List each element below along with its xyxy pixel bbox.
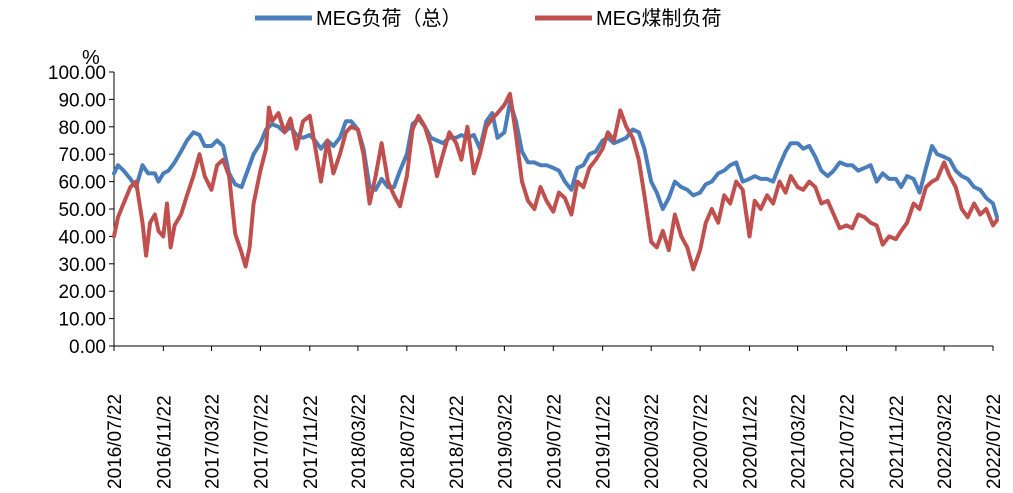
y-tick-label: 30.00: [58, 255, 106, 276]
y-tick-label: 10.00: [58, 310, 106, 331]
legend-label-coal: MEG煤制负荷: [596, 7, 722, 30]
y-tick-label: 50.00: [58, 200, 106, 221]
x-tick-label: 2021/11/22: [887, 395, 908, 489]
x-tick-label: 2020/03/22: [642, 394, 663, 489]
y-tick-label: 0.00: [69, 337, 106, 358]
y-tick-label: 70.00: [58, 145, 106, 166]
legend-label-total: MEG负荷（总）: [316, 7, 462, 30]
x-tick-label: 2017/03/22: [202, 394, 223, 489]
y-tick-label: 90.00: [58, 90, 106, 111]
series-lines: [112, 91, 999, 272]
y-tick-label: 100.00: [48, 63, 106, 84]
x-tick-label: 2018/11/22: [447, 395, 468, 489]
x-tick-label: 2021/03/22: [789, 394, 810, 489]
x-tick-label: 2019/03/22: [495, 394, 516, 489]
x-tick-label: 2018/03/22: [349, 394, 370, 489]
x-tick-label: 2016/07/22: [105, 394, 126, 489]
x-tick-label: 2020/07/22: [691, 394, 712, 489]
series-line-coal-load: [112, 91, 999, 272]
x-tick-label: 2019/11/22: [594, 395, 615, 489]
y-tick-label: 60.00: [58, 173, 106, 194]
x-axis: 2016/07/22 2016/11/22 2017/03/22 2017/07/22…: [105, 345, 1005, 489]
x-tick-label: 2022/07/22: [984, 394, 1005, 489]
x-tick-label: 2017/11/22: [301, 395, 322, 489]
y-axis-unit: %: [82, 47, 100, 69]
x-tick-label: 2022/03/22: [935, 394, 956, 489]
legend: MEG负荷（总） MEG煤制负荷: [255, 7, 722, 30]
y-tick-label: 20.00: [58, 282, 106, 303]
x-tick-label: 2020/11/22: [740, 395, 761, 489]
y-tick-label: 40.00: [58, 227, 106, 248]
x-tick-label: 2017/07/22: [251, 394, 272, 489]
series-line-total-load: [112, 100, 999, 220]
y-tick-label: 80.00: [58, 118, 106, 139]
x-tick-label: 2019/07/22: [544, 394, 565, 489]
x-tick-label: 2016/11/22: [154, 395, 175, 489]
x-tick-label: 2021/07/22: [838, 394, 859, 489]
y-axis: 0.00 10.00 20.00 30.00 40.00 50.00 60.00 70.00 8…: [48, 63, 115, 358]
x-tick-label: 2018/07/22: [398, 394, 419, 489]
